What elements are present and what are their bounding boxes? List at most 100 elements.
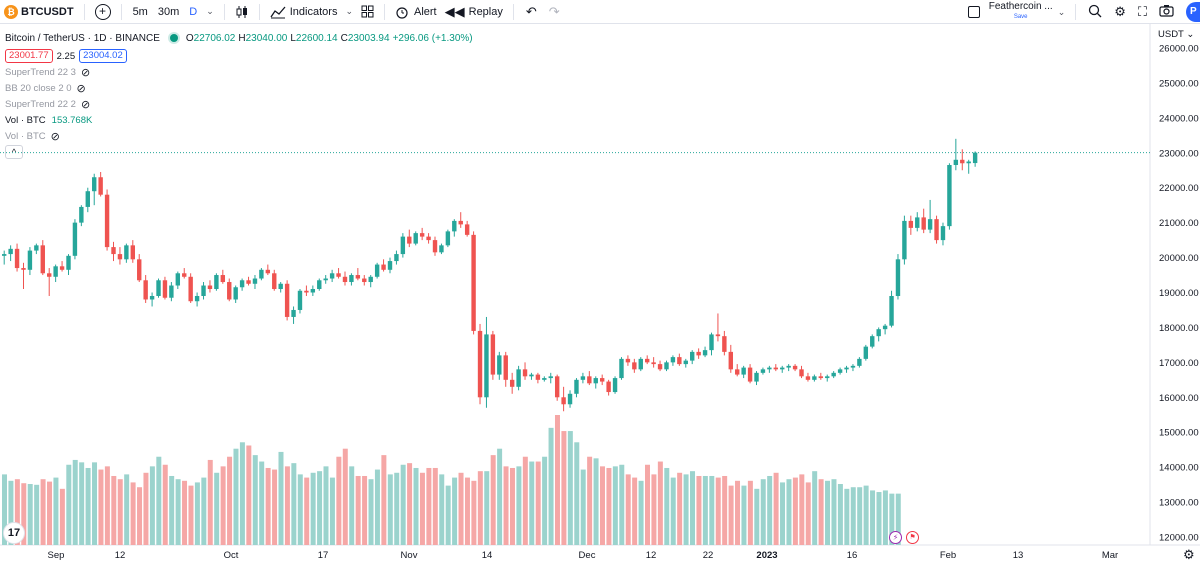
candle-body bbox=[535, 374, 541, 380]
hidden-eye-icon[interactable]: ⊘ bbox=[50, 130, 60, 143]
chevron-down-icon[interactable]: ⌄ bbox=[1057, 6, 1066, 17]
indicator-row[interactable]: SuperTrend 22 2 ⊘ bbox=[5, 96, 476, 112]
open-label: O bbox=[185, 32, 194, 44]
volume-bar bbox=[574, 442, 580, 545]
candle-body bbox=[368, 276, 373, 283]
volume-bar bbox=[735, 480, 741, 545]
alert-button[interactable]: Alert bbox=[391, 0, 441, 24]
high-value: 23040.00 bbox=[245, 32, 288, 44]
volume-bar bbox=[40, 479, 46, 545]
undo-icon[interactable]: ↶ bbox=[525, 3, 537, 19]
candle bbox=[14, 243, 20, 272]
candle bbox=[767, 365, 772, 373]
layout-name-button[interactable]: Feathercoin ... Save bbox=[988, 2, 1054, 22]
candle-body bbox=[445, 231, 451, 246]
candle bbox=[490, 330, 496, 380]
hidden-eye-icon[interactable]: ⊘ bbox=[80, 66, 91, 79]
flash-event-icon[interactable]: ⚡ bbox=[889, 531, 902, 544]
candle-body bbox=[426, 236, 431, 241]
currency-label: USDT ⌄ bbox=[1158, 29, 1194, 40]
volume-bar bbox=[715, 477, 721, 545]
candle-body bbox=[625, 358, 631, 363]
candle bbox=[619, 357, 624, 380]
chart-type-button[interactable] bbox=[231, 0, 253, 24]
candle bbox=[503, 351, 508, 387]
axis-settings-gear-icon[interactable]: ⚙ bbox=[1183, 547, 1195, 562]
volume-bar bbox=[477, 471, 483, 545]
tradingview-logo[interactable]: 17 bbox=[3, 522, 25, 544]
candle bbox=[722, 330, 727, 356]
price-tick-label: 17000.00 bbox=[1159, 358, 1199, 369]
volume2-label: Vol · BTC bbox=[5, 130, 46, 142]
timeframe-5m[interactable]: 5m bbox=[132, 5, 148, 18]
templates-button[interactable] bbox=[357, 0, 378, 24]
candle-body bbox=[812, 376, 817, 380]
volume-bar bbox=[394, 472, 400, 545]
symbol-search[interactable]: ₿ BTCUSDT bbox=[0, 0, 78, 24]
candle bbox=[574, 378, 579, 398]
candle-body bbox=[747, 367, 753, 382]
collapse-legend-button[interactable]: ^ bbox=[5, 145, 23, 159]
candle bbox=[137, 254, 142, 283]
candle-body bbox=[889, 295, 894, 326]
candle bbox=[805, 372, 811, 382]
replay-button[interactable]: ◀◀ Replay bbox=[441, 0, 507, 24]
gear-icon[interactable]: ⚙ bbox=[1114, 4, 1126, 19]
us-flag-icon[interactable]: ⚑ bbox=[906, 531, 919, 544]
candle bbox=[799, 365, 804, 379]
volume-bar bbox=[214, 472, 220, 545]
candles-icon bbox=[236, 5, 247, 18]
fullscreen-icon[interactable]: ⛶ bbox=[1137, 4, 1147, 19]
buy-button[interactable]: 23004.02 bbox=[79, 49, 127, 63]
candle-body bbox=[831, 372, 836, 377]
timeframe-30m[interactable]: 30m bbox=[157, 5, 180, 18]
candle bbox=[227, 278, 232, 302]
camera-icon[interactable] bbox=[1153, 4, 1180, 20]
candle bbox=[670, 355, 676, 366]
candle bbox=[542, 376, 547, 382]
publish-button[interactable]: P bbox=[1186, 2, 1200, 22]
candle bbox=[947, 163, 952, 230]
volume2-row[interactable]: Vol · BTC ⊘ bbox=[5, 128, 476, 144]
indicator-row[interactable]: BB 20 close 2 0 ⊘ bbox=[5, 80, 476, 96]
candle bbox=[876, 327, 881, 342]
volume-bar bbox=[497, 448, 503, 545]
candle-body bbox=[760, 369, 766, 373]
candle bbox=[599, 374, 605, 386]
candle bbox=[940, 222, 946, 246]
sell-button[interactable]: 23001.77 bbox=[5, 49, 53, 63]
candle bbox=[40, 240, 45, 276]
indicators-button[interactable]: Indicators bbox=[266, 0, 342, 24]
candle bbox=[915, 212, 920, 232]
compare-button[interactable]: + bbox=[91, 0, 115, 24]
layout-icon[interactable] bbox=[967, 6, 980, 18]
volume-value: 153.768K bbox=[51, 114, 93, 126]
candle bbox=[239, 278, 245, 291]
search-icon[interactable] bbox=[1082, 4, 1108, 21]
volume-bar bbox=[182, 480, 188, 545]
volume-bar bbox=[156, 456, 162, 545]
candle-body bbox=[516, 369, 521, 387]
indicator-row[interactable]: SuperTrend 22 3 ⊘ bbox=[5, 64, 476, 80]
volume-bar bbox=[21, 483, 27, 545]
price-tick-label: 25000.00 bbox=[1159, 78, 1199, 89]
candle bbox=[374, 262, 380, 279]
volume-bar bbox=[657, 461, 663, 545]
candle-body bbox=[85, 191, 90, 207]
volume-bar bbox=[336, 456, 342, 545]
volume-bar bbox=[374, 469, 380, 545]
price-tick-label: 23000.00 bbox=[1159, 148, 1199, 159]
hidden-eye-icon[interactable]: ⊘ bbox=[80, 98, 91, 111]
volume-bar bbox=[645, 464, 650, 545]
chevron-down-icon[interactable]: ⌄ bbox=[206, 6, 214, 16]
redo-icon[interactable]: ↷ bbox=[548, 3, 560, 19]
timeframe-d[interactable]: D bbox=[189, 5, 198, 18]
candle-body bbox=[149, 295, 155, 300]
volume-bar bbox=[490, 455, 496, 545]
hidden-eye-icon[interactable]: ⊘ bbox=[76, 82, 86, 95]
volume-row[interactable]: Vol · BTC 153.768K bbox=[5, 112, 476, 128]
series-title[interactable]: Bitcoin / TetherUS · 1D · BINANCE bbox=[5, 32, 160, 44]
volume-bar bbox=[516, 466, 522, 545]
chevron-down-icon[interactable]: ⌄ bbox=[345, 6, 353, 16]
